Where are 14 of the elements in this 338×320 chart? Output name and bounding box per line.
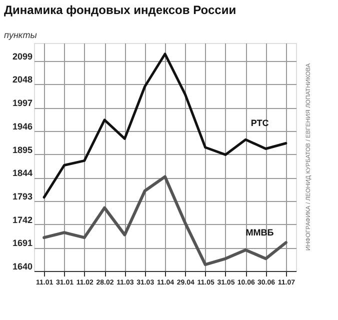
y-tick-label: 1793 [12,191,33,202]
y-axis-title: пункты [4,30,38,40]
y-tick-label: 1691 [12,238,33,248]
series-label: ММВБ [246,228,274,238]
y-tick-label: 1844 [12,168,33,178]
y-tick-label: 2048 [12,74,33,85]
y-tick-label: 1946 [12,121,33,132]
y-tick-label: 2099 [12,51,33,62]
y-tick-label: 1742 [12,214,33,225]
series-label: РТС [250,118,270,128]
y-tick-label: 1997 [12,98,33,108]
chart-title: Динамика фондовых индексов России [4,3,236,17]
y-tick-label: 1895 [12,144,33,155]
y-tick-label: 1640 [12,262,33,272]
